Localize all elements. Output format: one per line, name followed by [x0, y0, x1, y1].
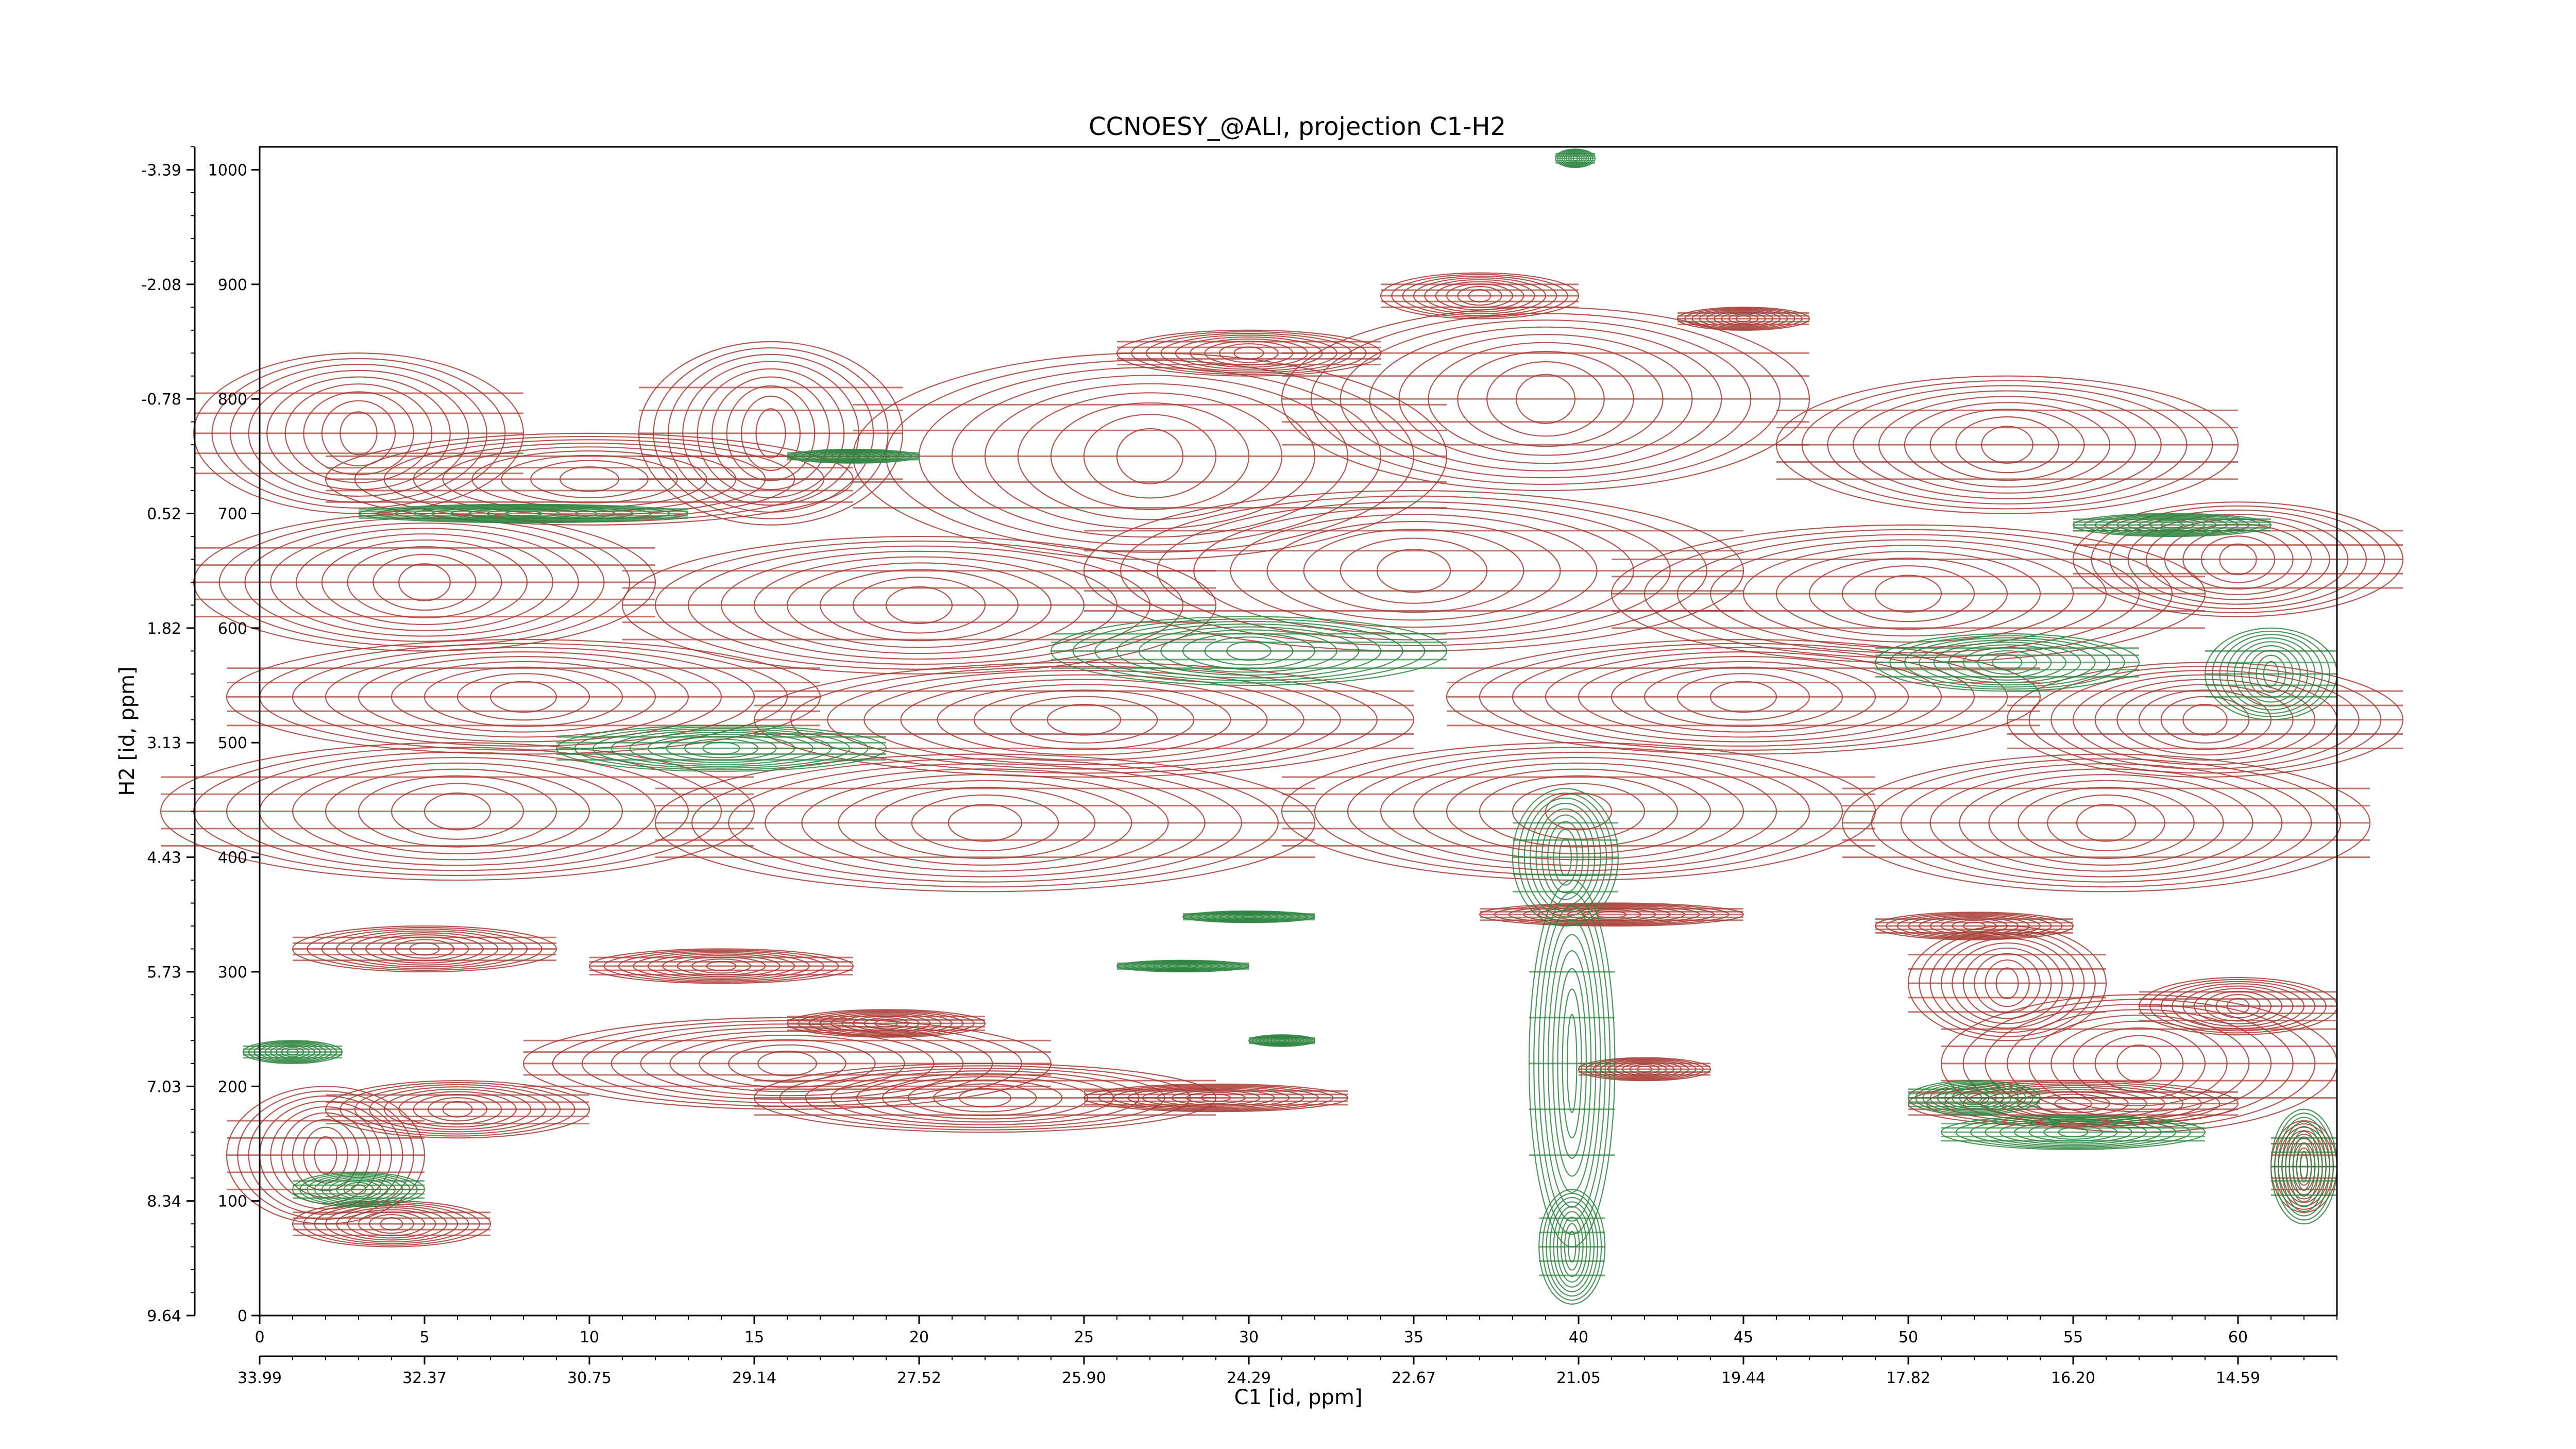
negative-peak — [2270, 1108, 2338, 1225]
y-ppm-tick-label: 1.82 — [147, 620, 181, 638]
negative-peak — [1050, 616, 1448, 686]
negative-peak — [1248, 1034, 1316, 1047]
y-axis-label: H2 [id, ppm] — [115, 666, 139, 796]
x-index-tick-label: 40 — [1569, 1328, 1588, 1346]
positive-peak — [588, 948, 854, 984]
positive-peak — [1841, 753, 2371, 892]
x-index-tick-label: 50 — [1899, 1328, 1918, 1346]
x-ppm-tick-label: 27.52 — [897, 1369, 941, 1387]
x-index-axis: 0 5 10 15 20 25 30 35 40 45 50 55 60 — [255, 1316, 2337, 1346]
y-ppm-tick-label: 5.73 — [147, 964, 181, 982]
y-index-axis: 0 100 200 300 400 500 600 700 800 900 1000 — [208, 161, 260, 1325]
y-ppm-tick-label: 9.64 — [147, 1307, 181, 1325]
x-index-tick-label: 35 — [1404, 1328, 1423, 1346]
y-index-tick-label: 900 — [218, 276, 247, 294]
x-index-tick-label: 45 — [1734, 1328, 1753, 1346]
positive-peak — [1083, 490, 1744, 652]
positive-peak — [1281, 742, 1876, 881]
x-ppm-tick-label: 19.44 — [1721, 1369, 1766, 1387]
y-ppm-tick-label: 8.34 — [147, 1193, 181, 1211]
negative-peak — [358, 503, 689, 524]
y-index-tick-label: 200 — [218, 1078, 247, 1096]
negative-peak — [1116, 959, 1250, 973]
positive-peak — [1578, 1057, 1711, 1082]
positive-peak — [1775, 375, 2239, 514]
x-ppm-axis: 33.99 32.37 30.75 29.14 27.52 25.90 24.29 22.67… — [238, 1355, 2337, 1387]
x-ppm-tick-label: 33.99 — [238, 1369, 282, 1387]
y-ppm-axis: 9.64 8.34 7.03 5.73 4.43 3.13 1.82 0.52 -0.78 -2.… — [141, 146, 196, 1325]
positive-peak — [654, 753, 1316, 892]
y-ppm-tick-label: 4.43 — [147, 849, 181, 867]
negative-peak — [786, 448, 920, 464]
positive-peak — [1874, 912, 2074, 940]
negative-peak — [1555, 148, 1596, 169]
chart-title: CCNOESY_@ALI, projection C1-H2 — [1089, 112, 1506, 141]
positive-peak — [325, 1080, 590, 1139]
x-ppm-tick-label: 29.14 — [732, 1369, 776, 1387]
positive-peak — [292, 925, 557, 973]
plot-frame — [259, 146, 2338, 1317]
negative-peak — [1538, 1189, 1606, 1305]
positive-peak — [786, 1009, 986, 1038]
y-ppm-tick-label: 7.03 — [147, 1078, 181, 1096]
y-index-tick-label: 600 — [218, 620, 247, 638]
positive-peak — [1116, 329, 1382, 377]
positive-peak — [1676, 307, 1810, 331]
y-ppm-tick-label: -0.78 — [141, 391, 181, 409]
x-ppm-tick-label: 17.82 — [1886, 1369, 1930, 1387]
y-index-tick-label: 400 — [218, 849, 247, 867]
positive-peak — [1281, 307, 1810, 492]
x-axis-label: C1 [id, ppm] — [1234, 1386, 1363, 1409]
x-ppm-tick-label: 22.67 — [1392, 1369, 1436, 1387]
contour-layer — [160, 148, 2404, 1305]
plot-area — [160, 146, 2404, 1317]
positive-peak — [1083, 1083, 1349, 1113]
negative-peak — [1512, 788, 1619, 927]
y-ppm-tick-label: -2.08 — [141, 276, 181, 294]
positive-peak — [753, 662, 1415, 778]
x-index-tick-label: 20 — [909, 1328, 929, 1346]
negative-peak — [1940, 1114, 2206, 1150]
x-index-tick-label: 10 — [580, 1328, 599, 1346]
negative-peak — [1907, 1080, 2041, 1116]
y-index-tick-label: 100 — [218, 1193, 247, 1211]
y-index-tick-label: 500 — [218, 734, 247, 752]
y-ppm-tick-label: 0.52 — [147, 506, 181, 524]
negative-peak — [555, 724, 887, 772]
y-ppm-tick-label: -3.39 — [141, 161, 181, 179]
y-index-tick-label: 700 — [218, 506, 247, 524]
negative-peak — [1182, 910, 1316, 923]
y-index-tick-label: 800 — [218, 391, 247, 409]
x-ppm-tick-label: 16.20 — [2051, 1369, 2095, 1387]
positive-peak — [638, 341, 904, 526]
x-ppm-tick-label: 24.29 — [1227, 1369, 1271, 1387]
x-ppm-tick-label: 14.59 — [2216, 1369, 2260, 1387]
negative-peak — [2072, 513, 2272, 537]
y-index-tick-label: 1000 — [208, 161, 247, 179]
y-ppm-tick-label: 3.13 — [147, 734, 181, 752]
positive-peak — [1479, 902, 1744, 927]
positive-peak — [292, 1200, 492, 1248]
negative-peak — [242, 1040, 343, 1064]
x-ppm-tick-label: 32.37 — [402, 1369, 447, 1387]
x-index-tick-label: 55 — [2063, 1328, 2083, 1346]
x-ppm-tick-label: 25.90 — [1062, 1369, 1106, 1387]
x-ppm-tick-label: 21.05 — [1556, 1369, 1601, 1387]
x-index-tick-label: 5 — [419, 1328, 429, 1346]
negative-peak — [292, 1171, 426, 1207]
x-ppm-tick-label: 30.75 — [567, 1369, 612, 1387]
positive-peak — [1380, 272, 1580, 319]
x-index-tick-label: 25 — [1074, 1328, 1094, 1346]
y-index-tick-label: 300 — [218, 964, 247, 982]
y-index-tick-label: 0 — [238, 1307, 247, 1325]
negative-peak — [2204, 627, 2338, 720]
positive-peak — [2138, 976, 2338, 1036]
x-index-tick-label: 15 — [744, 1328, 764, 1346]
x-index-tick-label: 30 — [1239, 1328, 1259, 1346]
x-index-tick-label: 0 — [255, 1328, 264, 1346]
x-index-tick-label: 60 — [2228, 1328, 2248, 1346]
negative-peak — [1874, 633, 2140, 692]
positive-peak — [193, 352, 524, 514]
